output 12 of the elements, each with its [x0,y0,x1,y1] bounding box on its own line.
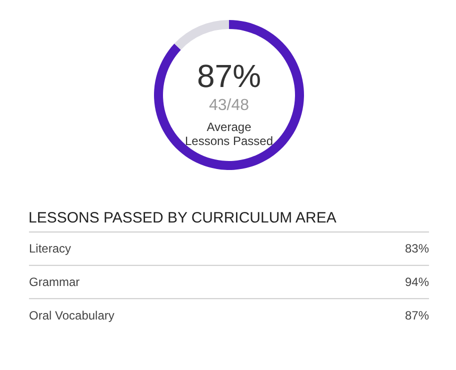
donut-slice [174,20,229,50]
category-label: Grammar [29,275,80,289]
text: 83% [404,242,429,256]
text: 43/48 [208,97,250,114]
donut-slice [154,20,304,170]
text: 94% [404,275,429,289]
category-label: Oral Vocabulary [29,308,114,322]
text: 87% [196,58,262,94]
text: 87% [404,308,429,322]
text: LESSONS PASSED BY CURRICULUM AREA [28,210,336,226]
text: Average Lessons Passed [184,120,274,148]
category-label: Literacy [29,242,72,256]
